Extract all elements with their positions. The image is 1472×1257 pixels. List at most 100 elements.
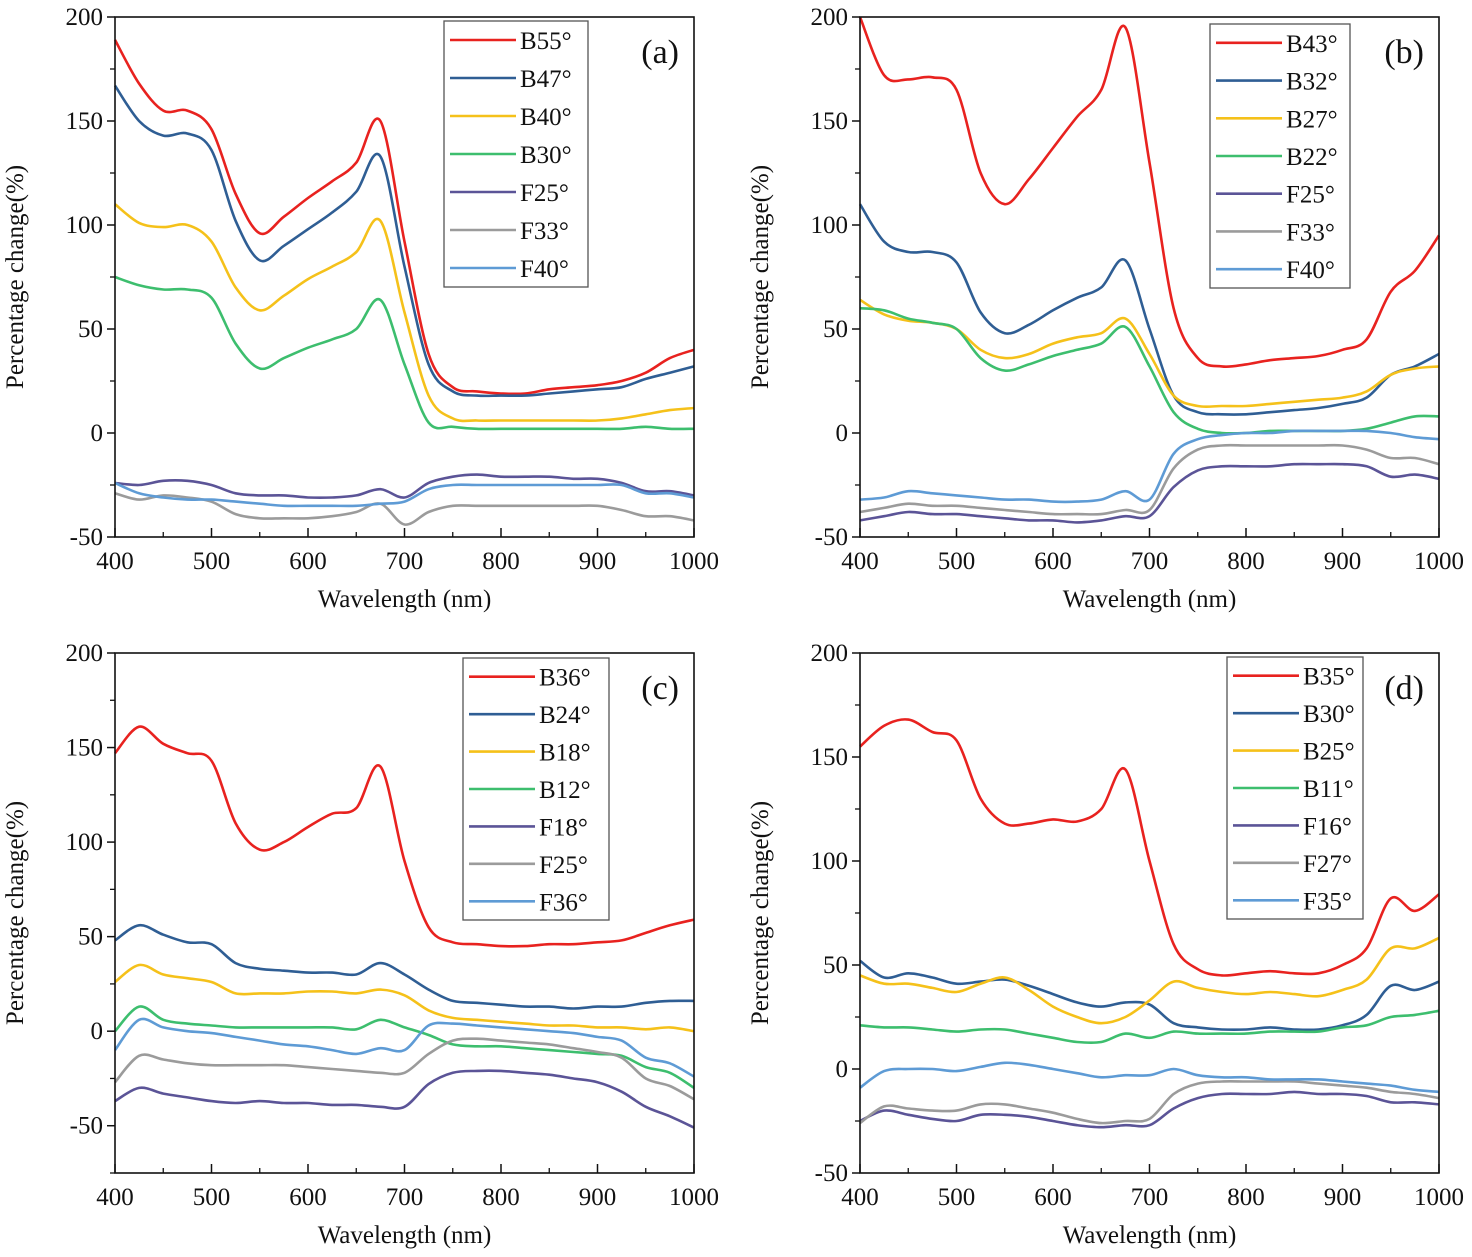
- y-tick-label: 100: [811, 212, 849, 239]
- series-group: [113, 725, 695, 1129]
- y-tick-label: -50: [70, 1113, 103, 1140]
- series-line-B11deg: [859, 1009, 1440, 1045]
- series-line-B32deg: [858, 203, 1440, 416]
- x-tick-label: 1000: [669, 548, 719, 575]
- panel-label: (d): [1384, 670, 1424, 707]
- series-line-F40deg: [114, 481, 695, 508]
- series-line-B36deg: [113, 725, 695, 948]
- x-tick-label: 500: [193, 548, 231, 575]
- x-tick-label: 400: [96, 1184, 134, 1211]
- y-axis-title: Percentage change(%): [2, 165, 29, 389]
- legend-label: F25°: [520, 180, 569, 207]
- x-tick-label: 600: [1034, 548, 1072, 575]
- series-line-F35deg: [859, 1061, 1440, 1094]
- series-line-F36deg: [113, 1017, 695, 1078]
- series-line-B18deg: [114, 963, 695, 1033]
- y-tick-label: 100: [811, 848, 849, 875]
- legend-label: B12°: [539, 777, 591, 804]
- series-line-F25deg: [859, 462, 1440, 524]
- legend: B55° B47° B40° B30° F25° F33° F40°: [443, 20, 589, 288]
- series-line-F18deg: [114, 1069, 695, 1129]
- x-tick-label: 700: [386, 1184, 424, 1211]
- x-tick-label: 400: [841, 1184, 879, 1211]
- y-axis-title: Percentage change(%): [747, 801, 774, 1025]
- x-tick-label: 800: [482, 1184, 520, 1211]
- y-tick-label: 100: [66, 829, 104, 856]
- y-tick-label: 50: [823, 316, 848, 343]
- legend-label: B47°: [520, 66, 572, 93]
- legend-label: B30°: [520, 142, 572, 169]
- y-tick-label: 0: [91, 1018, 104, 1045]
- series-line-B25deg: [859, 936, 1440, 1025]
- legend-label: B30°: [1303, 701, 1355, 728]
- x-tick-label: 900: [1324, 1184, 1362, 1211]
- x-tick-label: 400: [96, 548, 134, 575]
- legend-label: B27°: [1286, 106, 1338, 133]
- series-group: [858, 16, 1441, 524]
- y-axis-title: Percentage change(%): [2, 801, 29, 1025]
- series-line-B30deg: [114, 275, 695, 431]
- y-tick-label: 150: [66, 108, 104, 135]
- x-tick-label: 600: [289, 548, 327, 575]
- legend-label: B36°: [539, 665, 591, 692]
- x-axis-title: Wavelength (nm): [1063, 1222, 1237, 1249]
- y-tick-label: 50: [78, 924, 103, 951]
- x-axis-title: Wavelength (nm): [318, 586, 492, 613]
- x-axis-title: Wavelength (nm): [318, 1222, 492, 1249]
- x-tick-label: 500: [193, 1184, 231, 1211]
- panel-d: 400 500 600 700 800 900 1000 -50 0 50 100 150 200 Wav…: [747, 640, 1464, 1249]
- series-line-F25deg: [114, 473, 695, 500]
- y-tick-label: 150: [811, 744, 849, 771]
- x-tick-label: 800: [1227, 1184, 1265, 1211]
- legend-label: B22°: [1286, 144, 1338, 171]
- legend-label: B55°: [520, 28, 572, 55]
- y-tick-label: 150: [66, 735, 104, 762]
- series-line-B12deg: [114, 1005, 695, 1090]
- y-tick-label: 200: [66, 4, 104, 31]
- series-group: [113, 39, 695, 526]
- legend-label: F35°: [1303, 888, 1352, 915]
- y-tick-label: -50: [815, 1160, 848, 1187]
- series-line-B43deg: [858, 16, 1441, 368]
- legend-label: F33°: [1286, 219, 1335, 246]
- y-tick-label: 0: [836, 420, 849, 447]
- legend: B36° B24° B18° B12° F18° F25° F36°: [462, 657, 610, 921]
- y-tick-label: 50: [823, 952, 848, 979]
- legend-label: B18°: [539, 740, 591, 767]
- legend-label: F27°: [1303, 851, 1352, 878]
- y-tick-label: 0: [91, 420, 104, 447]
- series-line-B40deg: [114, 203, 695, 423]
- legend-label: F33°: [520, 218, 569, 245]
- legend: B35° B30° B25° B11° F16° F27° F35°: [1226, 656, 1364, 920]
- series-line-F33deg: [859, 443, 1440, 516]
- panel-label: (b): [1384, 34, 1424, 71]
- legend-label: F18°: [539, 814, 588, 841]
- plot-frame: [114, 16, 695, 538]
- legend: B43° B32° B27° B22° F25° F33° F40°: [1209, 23, 1351, 289]
- x-tick-label: 1000: [669, 1184, 719, 1211]
- panel-b: 400 500 600 700 800 900 1000 -50 0 50 100 150 200 Wav…: [747, 4, 1464, 613]
- x-tick-label: 700: [1131, 1184, 1169, 1211]
- x-tick-label: 1000: [1414, 548, 1464, 575]
- legend-label: F16°: [1303, 813, 1352, 840]
- series-line-B55deg: [113, 39, 695, 396]
- legend-label: F25°: [1286, 182, 1335, 209]
- x-tick-label: 800: [482, 548, 520, 575]
- series-line-F16deg: [859, 1090, 1440, 1129]
- panel-label: (a): [641, 34, 679, 71]
- series-group: [859, 718, 1440, 1129]
- series-line-F27deg: [859, 1080, 1440, 1125]
- panel-c: 400 500 600 700 800 900 1000 -50 0 50 100 150 200 Wav…: [2, 640, 719, 1249]
- legend-label: F40°: [520, 256, 569, 283]
- series-line-B35deg: [859, 718, 1440, 977]
- series-line-B27deg: [859, 298, 1440, 409]
- legend-label: B35°: [1303, 664, 1355, 691]
- panel-a: 400 500 600 700 800 900 1000 -50 0 50 100 150 200 Wav…: [2, 4, 719, 613]
- x-tick-label: 800: [1227, 548, 1265, 575]
- x-tick-label: 1000: [1414, 1184, 1464, 1211]
- legend-label: B11°: [1303, 776, 1354, 803]
- x-tick-label: 900: [579, 1184, 617, 1211]
- series-line-F33deg: [114, 492, 695, 526]
- legend-label: B25°: [1303, 739, 1355, 766]
- legend-label: B43°: [1286, 31, 1338, 58]
